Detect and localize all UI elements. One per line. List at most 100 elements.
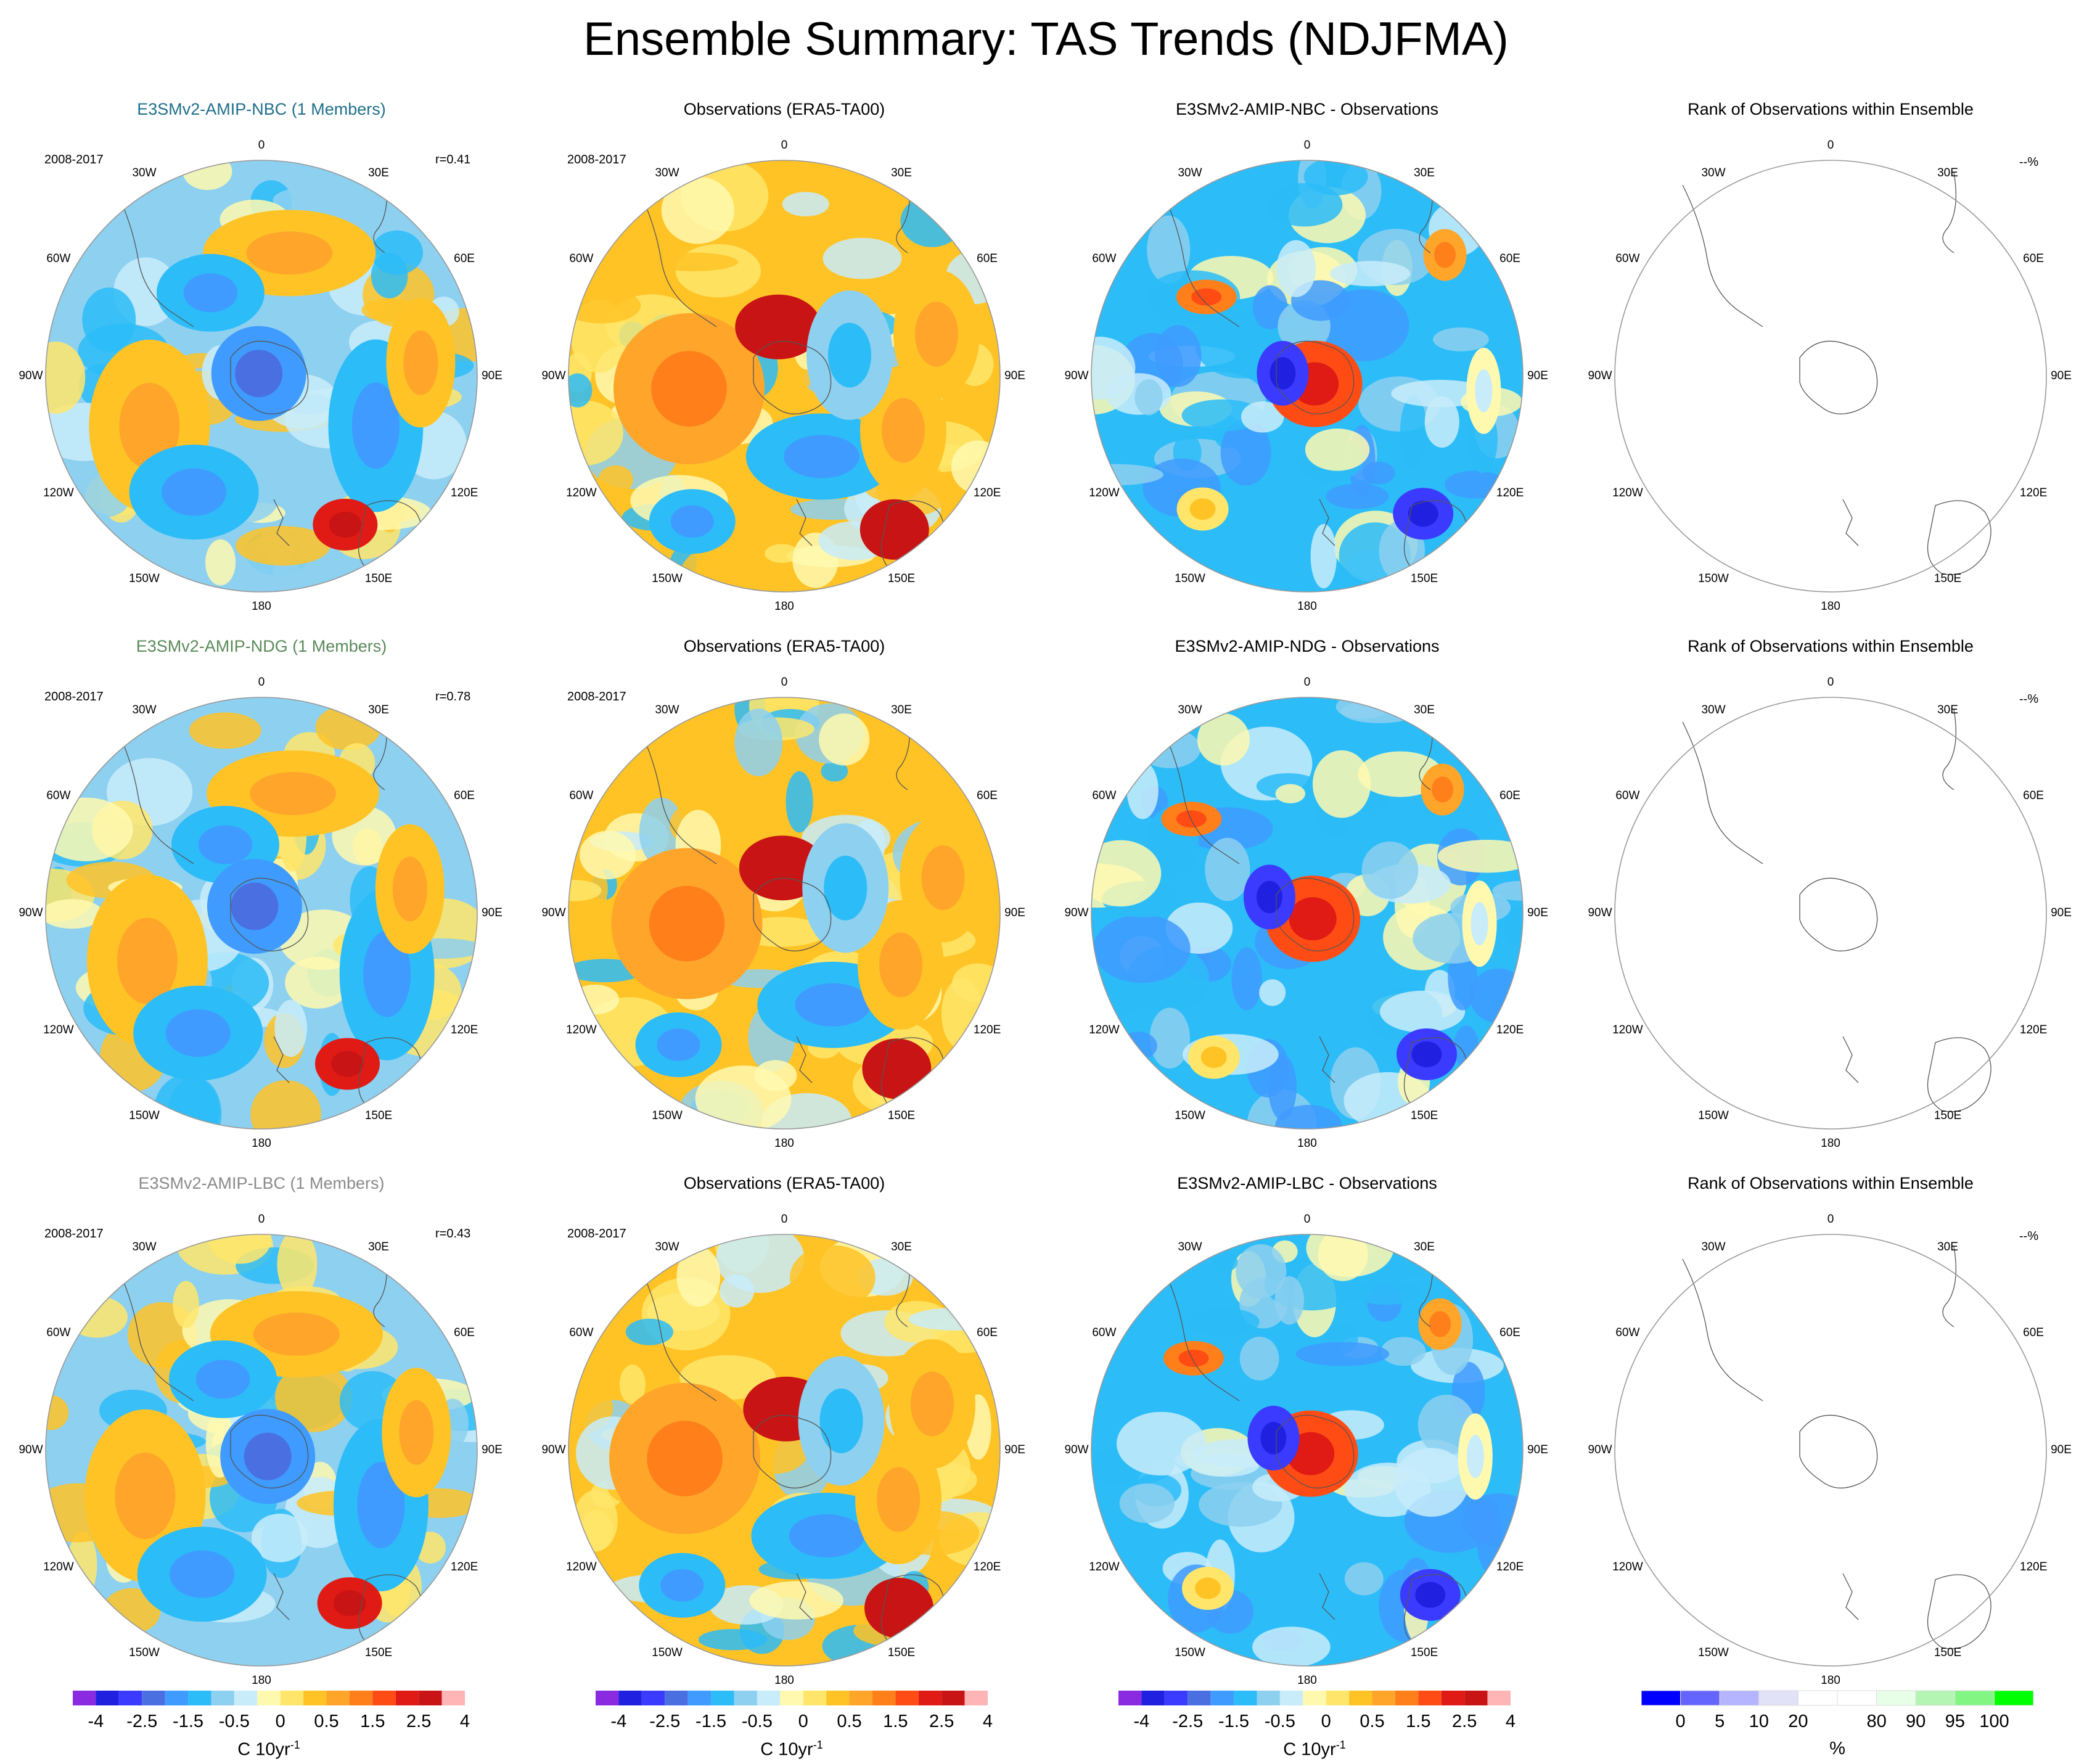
longitude-label: 180 [1821, 1674, 1840, 1687]
longitude-label: 60W [569, 789, 594, 802]
longitude-label: 90W [541, 369, 566, 382]
longitude-label: 60W [1092, 789, 1117, 802]
new-zealand-coastline [1319, 499, 1335, 546]
field-core [1466, 1435, 1484, 1479]
field-patch [1344, 1562, 1384, 1596]
longitude-label: 90E [482, 906, 502, 919]
field-patch [371, 253, 408, 298]
colorbar-tick-label: -2.5 [1172, 1712, 1204, 1731]
australia-coastline [1927, 500, 1992, 575]
polar-map [568, 1234, 1001, 1667]
longitude-label: 150E [364, 572, 393, 586]
field-patch [568, 373, 593, 408]
panel-title: E3SMv2-AMIP-NDG - Observations [1175, 637, 1440, 655]
longitude-label: 90W [541, 906, 566, 919]
colorbar-swatches [1118, 1691, 1511, 1705]
longitude-label: 30E [1414, 166, 1435, 179]
colorbar-swatch [1257, 1691, 1280, 1705]
map-panel-diff: E3SMv2-AMIP-NBC - Observations 0 30E 60E 90E… [1046, 99, 1569, 635]
longitude-label: 90E [1527, 906, 1548, 919]
field-patch [782, 192, 829, 216]
longitude-label: 120W [1089, 1561, 1120, 1573]
field-patch [1433, 327, 1489, 351]
field-patch [173, 1281, 199, 1328]
field-patch [1330, 261, 1411, 287]
colorbar-swatches [596, 1691, 988, 1705]
longitude-label: 120E [450, 1024, 478, 1036]
longitude-label: 0 [781, 139, 788, 152]
colorbar-tick-label: -4 [610, 1712, 627, 1731]
field-core [1471, 902, 1488, 946]
colorbar-swatch [1279, 1691, 1303, 1705]
longitude-label: 150E [364, 1646, 393, 1660]
longitude-label: 90E [2051, 906, 2072, 919]
field-patch [1318, 1234, 1368, 1281]
longitude-label: 150W [129, 572, 160, 586]
field-patch [570, 984, 620, 1015]
main-title: Ensemble Summary: TAS Trends (NDJFMA) [583, 13, 1509, 65]
longitude-label: 30W [655, 1240, 679, 1253]
field-core [828, 322, 872, 388]
colorbar-tick-label: 5 [1715, 1712, 1725, 1731]
south-america-coastline [1682, 721, 1763, 864]
field-core [253, 1312, 340, 1356]
field-patch [1393, 1448, 1469, 1517]
map-panel-rank: Rank of Observations within Ensemble --% 0… [1569, 1173, 2092, 1709]
field-patch [1091, 337, 1136, 400]
longitude-label: 180 [252, 1137, 271, 1150]
longitude-label: 90W [18, 906, 43, 919]
colorbar-tick-label: 95 [1945, 1712, 1965, 1731]
polar-map [1614, 697, 2047, 1130]
field-core [1195, 1577, 1221, 1599]
field-patch [183, 160, 232, 191]
longitude-label: 60W [1615, 1326, 1640, 1339]
field-core [246, 231, 333, 275]
longitude-label: 120E [2019, 1024, 2048, 1036]
longitude-label: 150E [887, 1646, 916, 1660]
field-core [119, 382, 180, 469]
field-core [392, 856, 427, 922]
field-core [115, 1452, 176, 1539]
colorbar-swatch [596, 1691, 619, 1705]
field-patch [822, 237, 902, 279]
colorbar-swatch [441, 1691, 465, 1705]
period-label: 2008-2017 [567, 1227, 626, 1241]
field-patch [1181, 399, 1263, 432]
field-patch [678, 543, 771, 592]
colorbar-swatch [1487, 1691, 1511, 1705]
field-core [1408, 501, 1438, 527]
panel-title: E3SMv2-AMIP-NBC (1 Members) [137, 100, 386, 118]
longitude-label: 30W [132, 1240, 157, 1253]
field-patch [46, 797, 133, 861]
longitude-label: 120E [973, 1561, 1001, 1573]
colorbar-tick-label: -0.5 [218, 1712, 250, 1731]
longitude-label: 60E [977, 1326, 998, 1339]
polar-map [1614, 1234, 2047, 1667]
field-patch [208, 1234, 272, 1264]
field-core [824, 855, 868, 921]
longitude-label: 60W [569, 252, 594, 265]
colorbar: -4 -2.5 -1.5 -0.5 0 0.5 1.5 2.5 4 C 10yr-1 [73, 1689, 470, 1763]
longitude-label: 90W [1588, 1443, 1612, 1456]
longitude-label: 150E [1410, 1109, 1438, 1123]
field-core [399, 1400, 434, 1465]
longitude-label: 0 [258, 676, 265, 689]
longitude-label: 180 [1297, 600, 1317, 613]
map-panel-obs: Observations (ERA5-TA00) 2008-2017 0 30E 60E… [523, 636, 1046, 1172]
colorbar-tick-label: -4 [1133, 1712, 1150, 1731]
longitude-label: 90W [1064, 369, 1089, 382]
longitude-label: 30E [891, 1240, 912, 1253]
colorbar-swatch [1464, 1691, 1488, 1705]
colorbar-tick-label: -1.5 [173, 1712, 204, 1731]
longitude-label: 60W [1615, 252, 1640, 265]
longitude-label: 30E [1937, 166, 1958, 179]
rank-percent-label: --% [2019, 1229, 2039, 1243]
longitude-label: 60E [1499, 252, 1520, 265]
field-patch [1091, 840, 1162, 907]
field-patch [273, 187, 341, 213]
field-core [1176, 810, 1207, 828]
field-patch [1276, 240, 1316, 297]
map-panel-model: E3SMv2-AMIP-NBC (1 Members) 2008-2017 r=0.… [0, 99, 523, 635]
field-patch [285, 956, 351, 1009]
longitude-label: 150E [1934, 1646, 1962, 1660]
